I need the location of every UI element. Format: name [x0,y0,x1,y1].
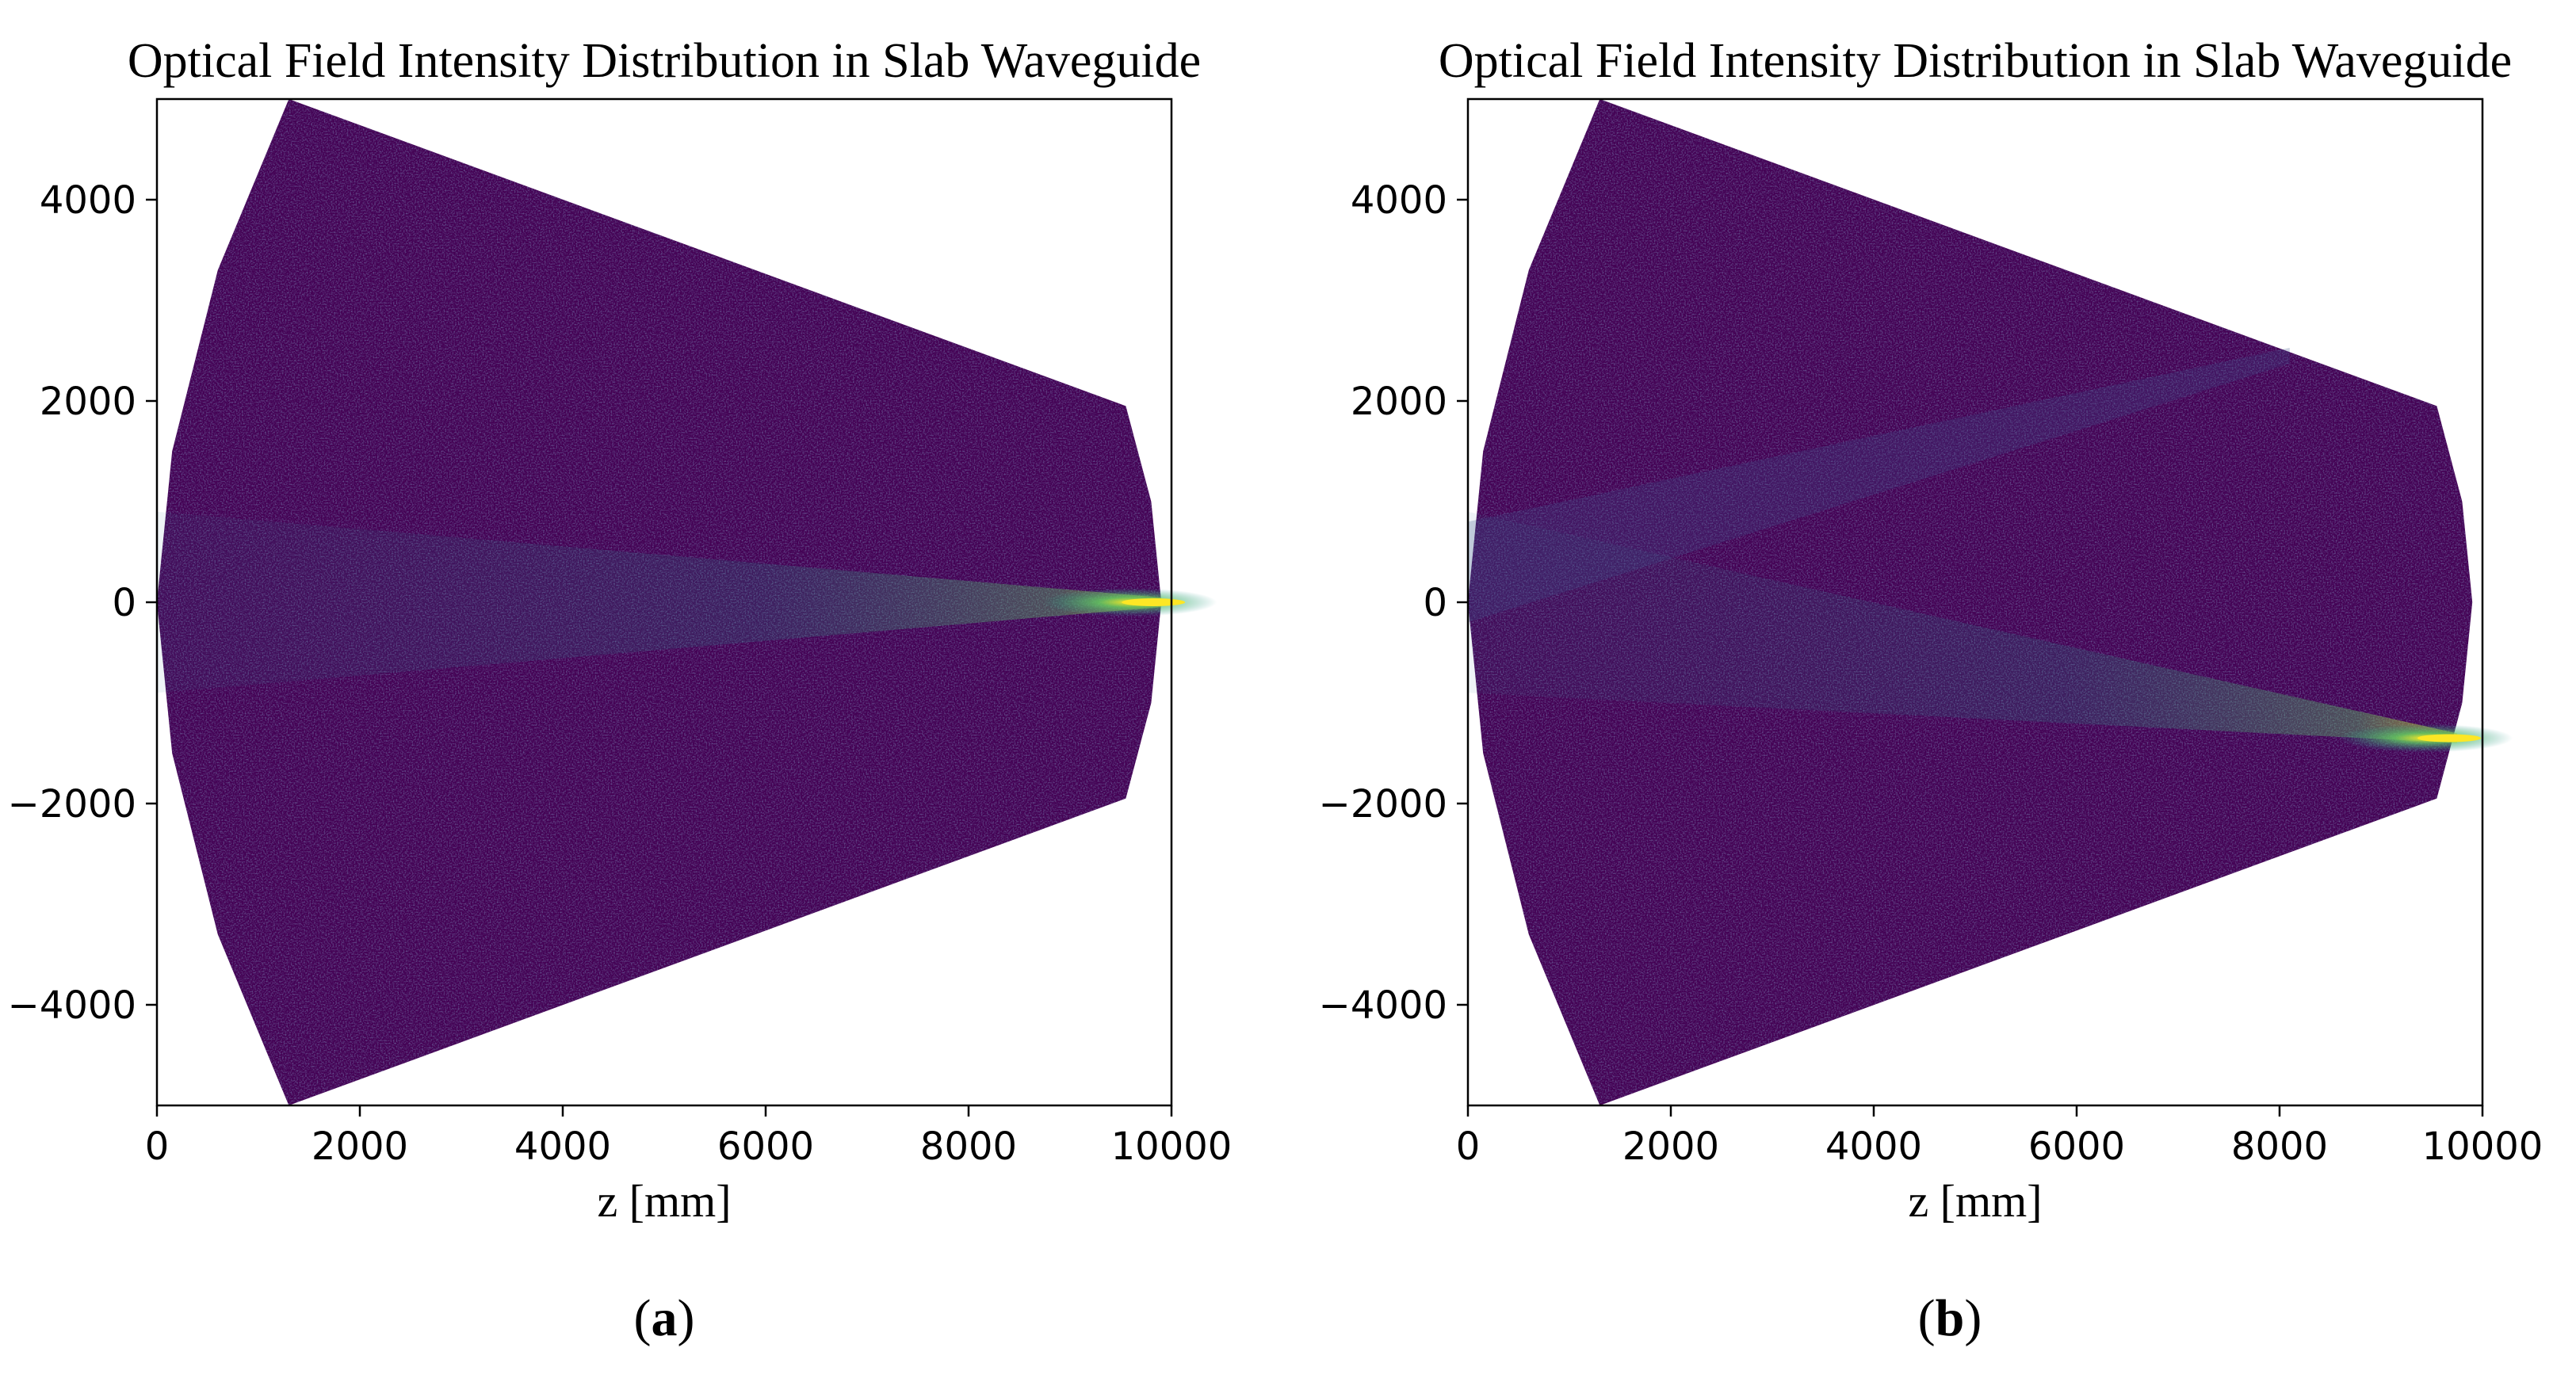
chart-1-xtick-label: 4000 [1825,1124,1922,1169]
chart-1-title: Optical Field Intensity Distribution in … [1439,34,2512,88]
chart-1-xlabel: z [mm] [1908,1175,2042,1227]
chart-0-xtick-label: 0 [145,1124,170,1169]
chart-1-xtick-label: 0 [1456,1124,1481,1169]
chart-0-beam [157,511,1162,693]
panel-b: 0 2000 4000 6000 8000 10000 4000 2000 0 −2000 −400… [1319,34,2544,1347]
chart-1-xtick-label: 2000 [1622,1124,1719,1169]
chart-0-ytick-label: 0 [112,581,136,625]
panel-a: 0 2000 4000 6000 8000 10000 4000 2000 0 −2000 −400… [8,34,1233,1347]
chart-0-xtick-label: 6000 [717,1124,814,1169]
chart-0-xtick-label: 4000 [514,1124,611,1169]
chart-1-ytick-label: 4000 [1351,178,1447,223]
chart-0-caption-open: ( [634,1289,652,1347]
chart-1-caption-close: ) [1964,1289,1982,1347]
chart-0-caption: (a) [634,1289,695,1347]
chart-0-ytick-label: 2000 [40,380,136,424]
chart-1-field-speckle [1468,99,2473,1105]
chart-1-xtick-label: 6000 [2028,1124,2125,1169]
chart-1-caption-letter: b [1936,1289,1965,1347]
chart-1-caption: (b) [1918,1289,1982,1347]
chart-1-ytick-label: −4000 [1319,983,1447,1028]
chart-0-xtick-label: 2000 [311,1124,408,1169]
chart-1-ytick-label: 2000 [1351,380,1447,424]
chart-0-focus-spot [1122,598,1186,606]
chart-0-title: Optical Field Intensity Distribution in … [128,34,1201,88]
chart-0-xlabel: z [mm] [597,1175,731,1227]
chart-1-xtick-label: 10000 [2422,1124,2544,1169]
chart-1-xtick-label: 8000 [2231,1124,2328,1169]
chart-1-secondary-beam [1468,347,2290,623]
chart-0-xtick-label: 10000 [1111,1124,1233,1169]
chart-1-focus-spot [2417,734,2481,743]
chart-0-ytick-label: −2000 [8,782,136,827]
chart-0-ytick-label: 4000 [40,178,136,223]
chart-0-caption-close: ) [678,1289,695,1347]
chart-1-beam [1468,511,2457,743]
chart-0-ytick-label: −4000 [8,983,136,1028]
chart-0-caption-letter: a [652,1289,678,1347]
chart-1-caption-open: ( [1918,1289,1936,1347]
chart-1-ytick-label: 0 [1423,581,1447,625]
chart-1-ytick-label: −2000 [1319,782,1447,827]
chart-0-xtick-label: 8000 [920,1124,1017,1169]
